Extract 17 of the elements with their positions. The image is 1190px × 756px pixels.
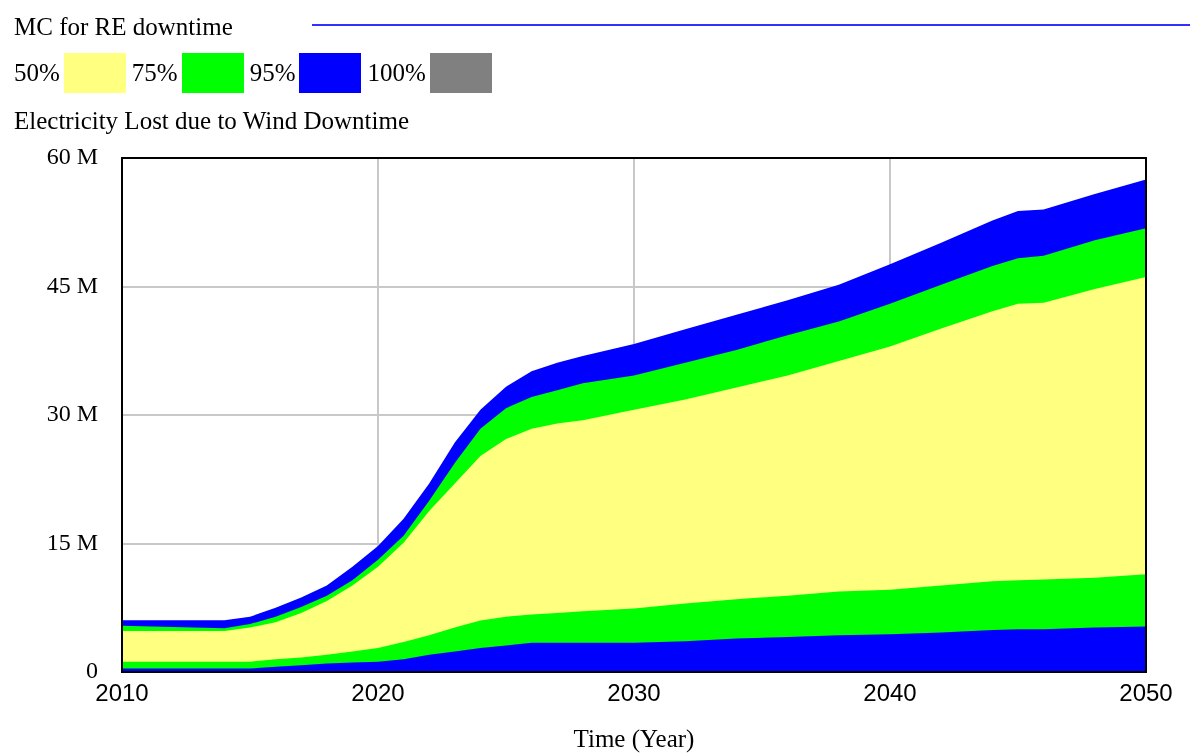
chart-title: MC for RE downtime (14, 13, 233, 40)
y-tick-label: 0 (86, 657, 98, 684)
y-tick-label: 60 M (46, 143, 98, 170)
y-axis-title: Electricity Lost due to Wind Downtime (14, 107, 409, 134)
legend-label: 75% (131, 59, 178, 87)
x-tick-label: 2020 (351, 679, 405, 707)
legend-label: 100% (367, 59, 426, 87)
y-tick-label: 30 M (46, 400, 98, 427)
y-tick-label: 15 M (46, 528, 98, 555)
x-tick-label: 2040 (863, 679, 917, 707)
x-tick-label: 2010 (95, 679, 149, 707)
y-tick-label: 45 M (46, 271, 98, 298)
legend-label: 95% (249, 59, 296, 87)
legend-label: 50% (14, 59, 60, 87)
x-tick-label: 2050 (1119, 679, 1173, 707)
x-axis-title: Time (Year) (572, 725, 696, 752)
x-tick-label: 2030 (607, 679, 661, 707)
